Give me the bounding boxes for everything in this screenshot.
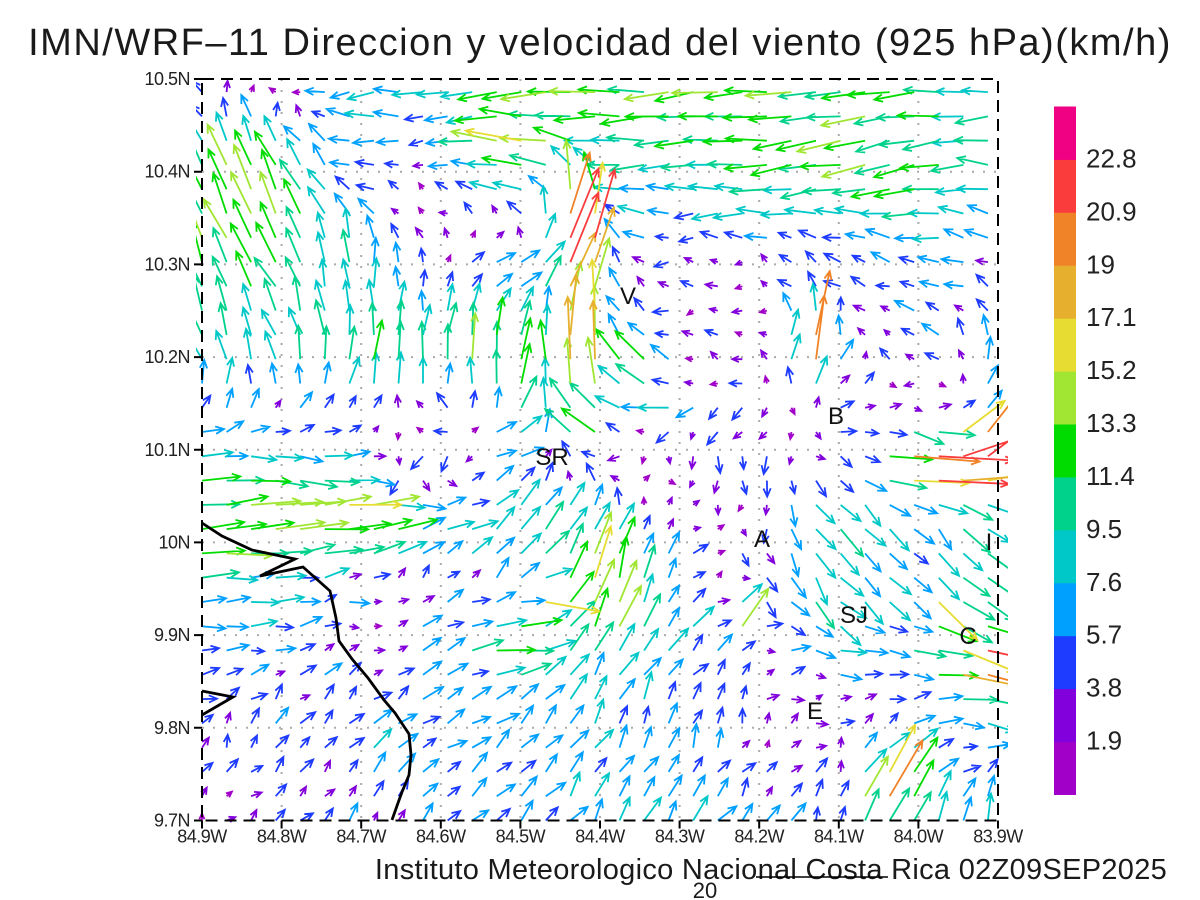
svg-text:84.9W: 84.9W <box>177 827 227 847</box>
svg-text:22.8: 22.8 <box>1086 143 1137 173</box>
svg-text:Instituto Meteorologico Nacion: Instituto Meteorologico Nacional Costa R… <box>375 854 1167 886</box>
svg-text:84.1W: 84.1W <box>814 827 864 847</box>
svg-text:10.3N: 10.3N <box>144 254 190 274</box>
svg-text:84.3W: 84.3W <box>655 827 705 847</box>
svg-text:84.2W: 84.2W <box>734 827 784 847</box>
svg-text:10.4N: 10.4N <box>144 162 190 182</box>
svg-text:9.9N: 9.9N <box>154 625 190 645</box>
svg-text:C: C <box>959 623 976 650</box>
svg-text:20: 20 <box>693 878 717 900</box>
svg-text:84.6W: 84.6W <box>416 827 466 847</box>
svg-text:9.5: 9.5 <box>1086 514 1122 544</box>
svg-text:3.8: 3.8 <box>1086 673 1122 703</box>
svg-text:B: B <box>828 403 844 430</box>
svg-text:10.2N: 10.2N <box>144 347 190 367</box>
svg-text:5.7: 5.7 <box>1086 620 1122 650</box>
svg-text:84.7W: 84.7W <box>336 827 386 847</box>
svg-text:9.7N: 9.7N <box>154 811 190 831</box>
svg-text:19: 19 <box>1086 249 1115 279</box>
svg-text:1.9: 1.9 <box>1086 726 1122 756</box>
svg-text:13.3: 13.3 <box>1086 408 1137 438</box>
svg-text:9.8N: 9.8N <box>154 718 190 738</box>
svg-text:SJ: SJ <box>840 602 868 629</box>
svg-text:20.9: 20.9 <box>1086 196 1137 226</box>
svg-text:84.4W: 84.4W <box>575 827 625 847</box>
svg-text:10.5N: 10.5N <box>144 69 190 89</box>
svg-text:I: I <box>986 529 993 556</box>
svg-text:10.1N: 10.1N <box>144 440 190 460</box>
svg-text:7.6: 7.6 <box>1086 567 1122 597</box>
svg-text:SR: SR <box>535 444 568 471</box>
svg-text:83.9W: 83.9W <box>973 827 1023 847</box>
svg-text:84.0W: 84.0W <box>894 827 944 847</box>
svg-text:A: A <box>754 526 770 553</box>
svg-text:10N: 10N <box>158 532 190 552</box>
svg-text:15.2: 15.2 <box>1086 355 1137 385</box>
svg-text:E: E <box>807 698 823 725</box>
svg-text:84.5W: 84.5W <box>496 827 546 847</box>
svg-text:11.4: 11.4 <box>1086 461 1135 491</box>
svg-text:17.1: 17.1 <box>1086 302 1137 332</box>
svg-text:IMN/WRF–11 Direccion y velocid: IMN/WRF–11 Direccion y velocidad del vie… <box>28 22 1172 64</box>
svg-text:V: V <box>620 283 636 310</box>
svg-text:84.8W: 84.8W <box>257 827 307 847</box>
